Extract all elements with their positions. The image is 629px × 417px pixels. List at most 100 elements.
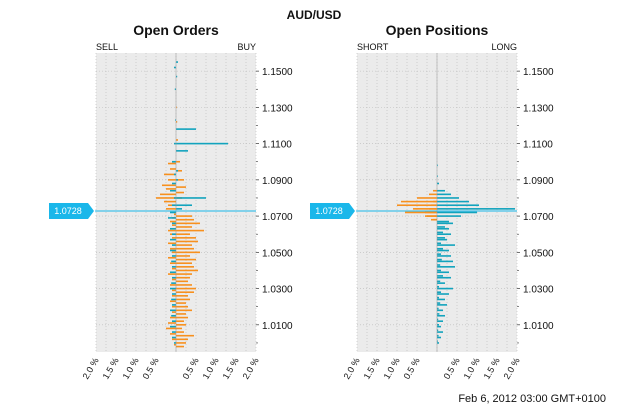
bar xyxy=(176,251,200,254)
bar xyxy=(170,262,176,265)
bar xyxy=(437,226,445,228)
bar xyxy=(166,208,176,210)
bar xyxy=(176,197,206,199)
bar xyxy=(174,142,176,145)
bar xyxy=(176,280,188,283)
bar xyxy=(168,217,176,219)
bar xyxy=(437,342,439,344)
bar xyxy=(437,260,453,263)
bar xyxy=(437,266,455,268)
bar xyxy=(437,307,439,310)
bar xyxy=(437,175,438,178)
bar xyxy=(176,320,184,322)
y-tick-label: 1.1300 xyxy=(523,103,554,114)
bar xyxy=(176,179,184,181)
bar xyxy=(176,316,188,319)
bar xyxy=(176,305,188,308)
x-tick-label: 1.0 % xyxy=(382,356,402,381)
bar xyxy=(437,285,439,288)
bar xyxy=(170,333,176,335)
bar xyxy=(176,215,192,217)
bar xyxy=(176,276,190,279)
bar xyxy=(176,226,192,228)
bar xyxy=(429,193,437,196)
bar xyxy=(176,169,178,172)
bar xyxy=(417,197,437,199)
bar xyxy=(176,106,177,109)
bar xyxy=(176,291,194,293)
bar xyxy=(164,200,176,203)
bar xyxy=(431,204,437,207)
y-tick-label: 1.1100 xyxy=(523,140,553,151)
y-tick-label: 1.0500 xyxy=(262,248,293,259)
bar xyxy=(168,322,176,324)
bar xyxy=(176,266,194,268)
bar xyxy=(176,309,192,312)
bar xyxy=(168,162,176,165)
bar xyxy=(170,309,176,312)
bar xyxy=(176,191,184,194)
bar xyxy=(176,287,196,290)
x-tick-label: 1.5 % xyxy=(482,356,502,381)
bar xyxy=(172,336,176,339)
bar xyxy=(437,331,443,333)
bar xyxy=(437,258,442,261)
bar xyxy=(176,186,186,188)
bar xyxy=(170,189,176,192)
bar xyxy=(172,224,176,226)
bar xyxy=(437,193,451,196)
bar xyxy=(174,66,176,69)
bar xyxy=(172,305,176,308)
bar xyxy=(437,269,441,272)
bar xyxy=(437,291,441,293)
bar xyxy=(176,331,184,333)
sell-label: SELL xyxy=(96,42,118,52)
bar xyxy=(437,197,459,199)
bar xyxy=(174,173,176,176)
bar xyxy=(176,128,196,130)
bar xyxy=(172,311,176,313)
bar xyxy=(401,200,437,203)
bar xyxy=(170,247,176,250)
bar xyxy=(176,61,178,63)
bar xyxy=(168,242,176,245)
bar xyxy=(170,287,176,290)
bar xyxy=(176,218,194,221)
bar xyxy=(176,284,192,286)
bar xyxy=(433,200,437,203)
bar xyxy=(425,211,437,214)
bar xyxy=(437,264,441,266)
bar xyxy=(174,213,176,216)
bar xyxy=(170,168,176,170)
bar xyxy=(174,88,176,91)
bar xyxy=(437,304,447,306)
bar xyxy=(176,302,186,304)
bar xyxy=(170,227,176,230)
bar xyxy=(176,345,184,348)
bar xyxy=(437,200,469,203)
bar xyxy=(437,220,449,223)
bar xyxy=(176,142,228,145)
bar xyxy=(405,211,437,214)
x-tick-label: 1.5 % xyxy=(101,356,121,381)
bar xyxy=(437,334,439,337)
bar xyxy=(176,179,178,181)
bar xyxy=(174,197,176,199)
bar xyxy=(170,271,176,274)
bar xyxy=(171,260,176,263)
y-tick-label: 1.1500 xyxy=(523,67,554,78)
bar xyxy=(437,325,441,328)
open-positions-chart: Open Positions SHORT LONG 1.1500 1.1300 1.… xyxy=(310,22,554,381)
x-tick-label: 0.5 % xyxy=(181,356,201,381)
bar xyxy=(176,139,178,141)
bar xyxy=(437,255,451,257)
bar xyxy=(172,222,176,225)
bar xyxy=(437,282,445,284)
bar xyxy=(176,262,192,265)
bar xyxy=(160,193,176,196)
bar xyxy=(437,233,451,236)
bar xyxy=(168,273,176,275)
x-tick-label: 2.0 % xyxy=(342,356,362,381)
bar xyxy=(437,320,443,322)
